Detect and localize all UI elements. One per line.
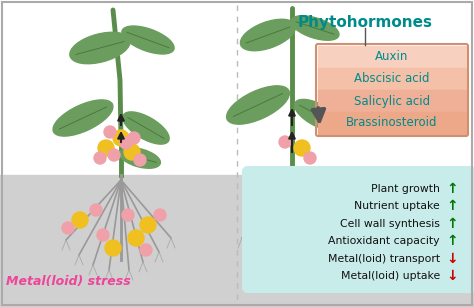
Text: Plant growth: Plant growth: [371, 184, 440, 194]
Text: ↑: ↑: [446, 182, 457, 196]
Circle shape: [279, 136, 291, 148]
Text: Nutrient uptake: Nutrient uptake: [354, 201, 440, 211]
Text: ↑: ↑: [446, 217, 457, 231]
Ellipse shape: [240, 19, 296, 51]
Text: Antioxidant capacity: Antioxidant capacity: [328, 236, 440, 246]
Text: ↓: ↓: [446, 269, 457, 283]
Circle shape: [128, 230, 144, 246]
Bar: [318, 112, 466, 134]
Text: ↓: ↓: [446, 252, 457, 266]
Text: ↑: ↑: [446, 234, 457, 248]
Circle shape: [97, 229, 109, 241]
Circle shape: [154, 209, 166, 221]
Ellipse shape: [227, 86, 290, 124]
Text: Brassinosteroid: Brassinosteroid: [346, 116, 438, 130]
Circle shape: [105, 240, 121, 256]
Circle shape: [128, 132, 140, 144]
Circle shape: [279, 234, 291, 246]
Text: Abscisic acid: Abscisic acid: [354, 72, 430, 86]
Text: Salicylic acid: Salicylic acid: [354, 95, 430, 107]
Circle shape: [90, 204, 102, 216]
Circle shape: [98, 140, 114, 156]
Circle shape: [140, 244, 152, 256]
Circle shape: [246, 224, 258, 236]
Circle shape: [124, 144, 140, 160]
Text: Cell wall synthesis: Cell wall synthesis: [340, 219, 440, 229]
Ellipse shape: [119, 148, 160, 168]
Circle shape: [62, 222, 74, 234]
Bar: [0, 175, 474, 307]
Circle shape: [134, 154, 146, 166]
Ellipse shape: [53, 100, 113, 136]
Text: Metal(loid) stress: Metal(loid) stress: [6, 275, 130, 289]
Circle shape: [72, 212, 88, 228]
Text: Phytohormones: Phytohormones: [298, 15, 432, 30]
Circle shape: [113, 130, 129, 146]
Circle shape: [122, 209, 134, 221]
Ellipse shape: [291, 16, 339, 40]
Bar: [0, 0, 474, 175]
Text: Metal(loid) uptake: Metal(loid) uptake: [341, 271, 440, 281]
Circle shape: [310, 220, 326, 236]
Circle shape: [326, 209, 338, 221]
Ellipse shape: [123, 112, 169, 144]
Ellipse shape: [70, 32, 130, 64]
Circle shape: [94, 152, 106, 164]
Bar: [318, 90, 466, 112]
Circle shape: [294, 140, 310, 156]
FancyBboxPatch shape: [243, 167, 474, 292]
Circle shape: [304, 152, 316, 164]
Circle shape: [140, 217, 156, 233]
Text: Metal(loid) transport: Metal(loid) transport: [328, 254, 440, 264]
Text: Auxin: Auxin: [375, 50, 409, 64]
Circle shape: [120, 137, 132, 149]
Bar: [318, 46, 466, 68]
Text: ↑: ↑: [446, 199, 457, 213]
Bar: [318, 68, 466, 90]
Ellipse shape: [294, 99, 342, 130]
Circle shape: [292, 216, 304, 228]
Circle shape: [108, 149, 120, 161]
Circle shape: [104, 126, 116, 138]
Ellipse shape: [122, 26, 174, 54]
Circle shape: [264, 210, 280, 226]
